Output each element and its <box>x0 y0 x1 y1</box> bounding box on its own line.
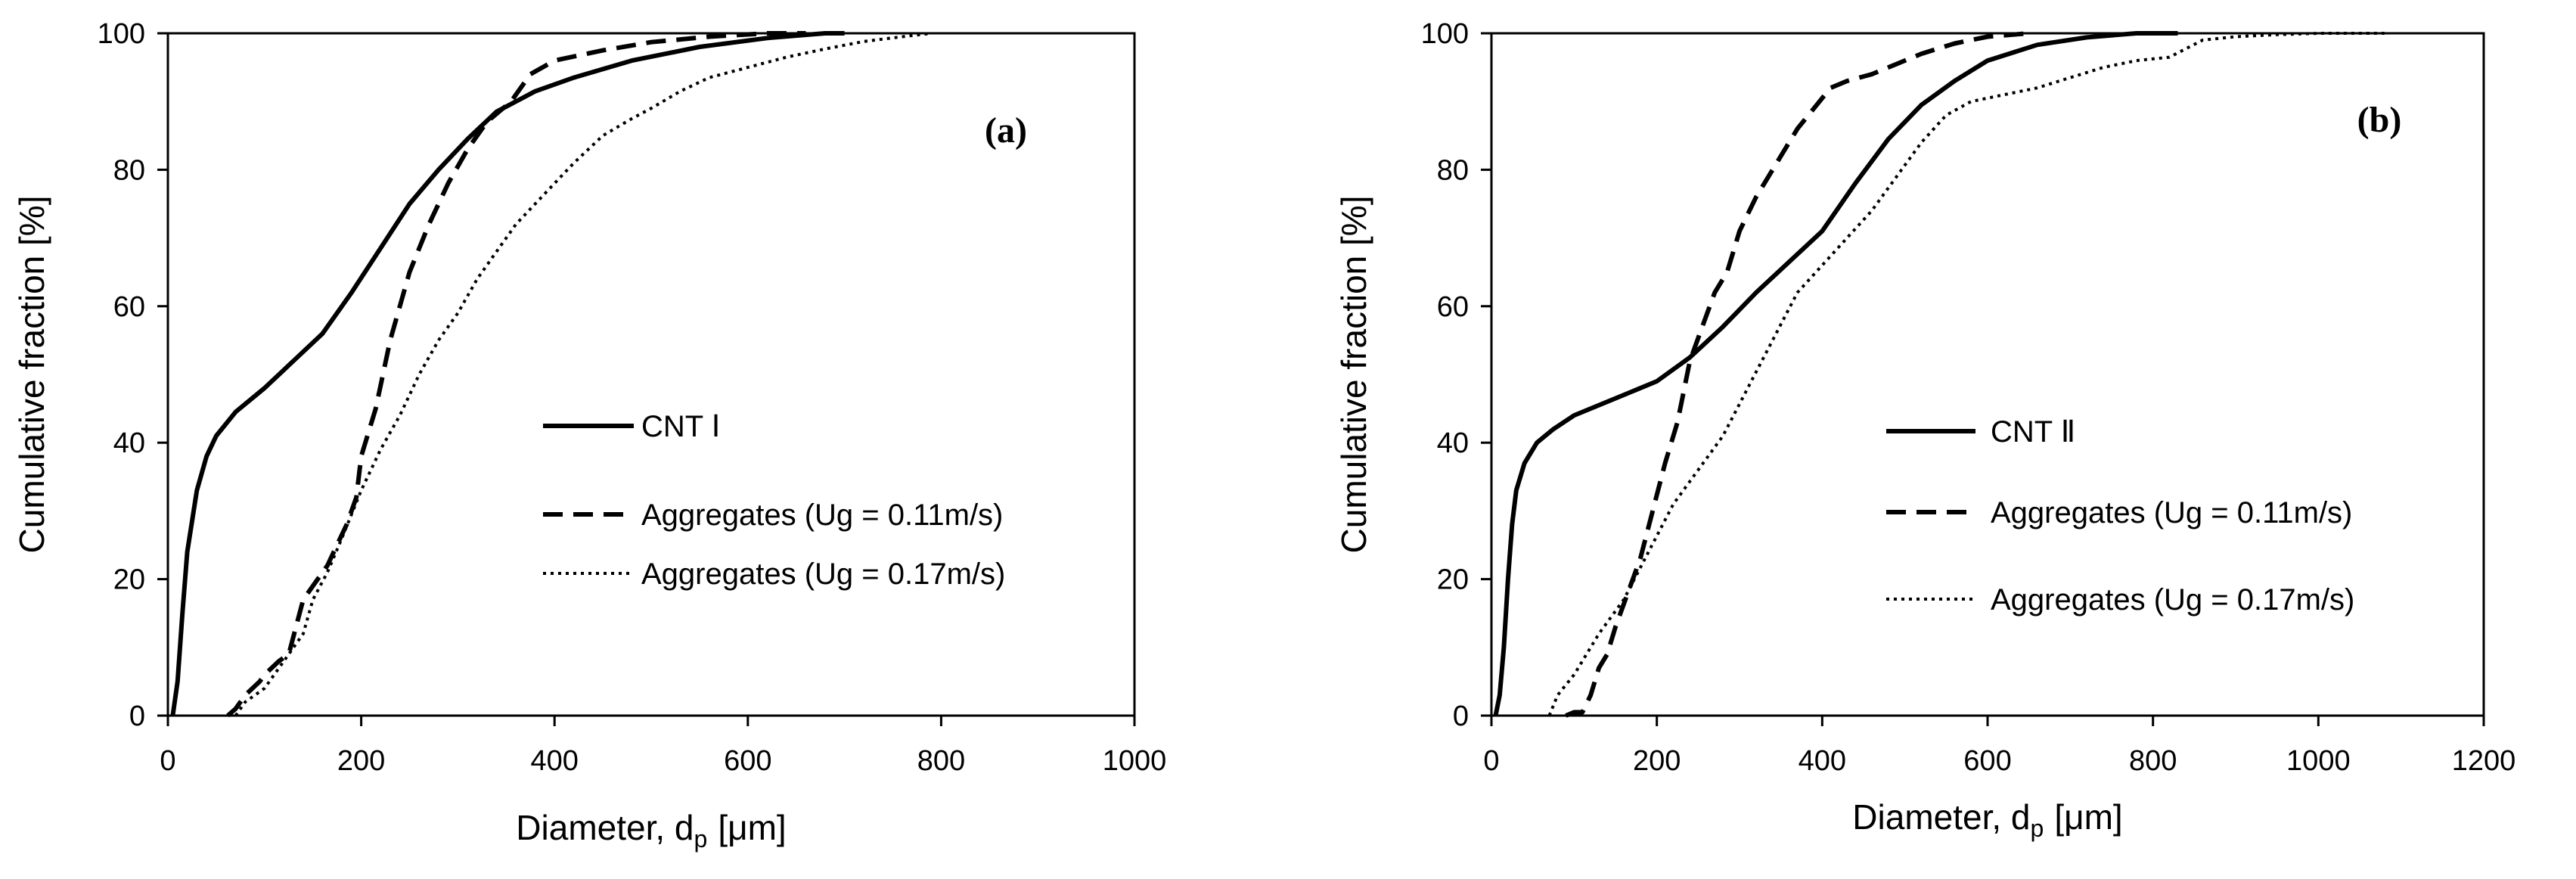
legend-label: CNT Ⅰ <box>641 410 720 443</box>
legend: CNT Ⅱ Aggregates (Ug = 0.11m/s) Aggregates… <box>1886 415 2354 617</box>
series-line-dashed <box>226 31 806 718</box>
series-line-solid <box>170 31 845 716</box>
y-axis-title: Cumulative fraction [%] <box>12 196 51 554</box>
series-line-solid <box>1493 31 2178 716</box>
y-tick-label: 80 <box>1437 154 1469 186</box>
y-axis-title: Cumulative fraction [%] <box>1334 196 1373 554</box>
x-tick-label: 800 <box>917 745 965 777</box>
y-tick-label: 40 <box>113 427 145 459</box>
series-line-dotted <box>1547 32 2385 716</box>
legend-label: CNT Ⅱ <box>1991 415 2075 449</box>
legend: CNT Ⅰ Aggregates (Ug = 0.11m/s) Aggregates… <box>543 410 1005 591</box>
x-tick-label: 1000 <box>1103 745 1167 777</box>
panel-label: (b) <box>2357 100 2402 140</box>
x-axis-title-subscript: p <box>694 825 708 853</box>
x-tick-label: 200 <box>1633 745 1681 777</box>
x-tick-label: 1200 <box>2452 745 2516 777</box>
y-tick-label: 100 <box>1421 18 1469 50</box>
y-tick-label: 0 <box>129 700 145 732</box>
panel-label: (a) <box>985 110 1027 151</box>
y-tick-label: 60 <box>113 291 145 323</box>
x-tick-label: 600 <box>1963 745 2011 777</box>
x-axis-title: Diameter, dp [μm] <box>516 808 786 853</box>
y-tick-label: 20 <box>113 564 145 596</box>
x-tick-label: 400 <box>530 745 578 777</box>
y-tick-label: 20 <box>1437 564 1469 596</box>
x-tick-label: 800 <box>2129 745 2177 777</box>
x-axis-title-main: Diameter, d <box>516 808 694 847</box>
y-tick-label: 80 <box>113 154 145 186</box>
y-tick-label: 0 <box>1453 700 1469 732</box>
x-tick-label: 0 <box>160 745 175 777</box>
chart-panel-b: 0 200 400 600 800 1000 1200 0 20 40 60 80 100 Cumulat… <box>1334 18 2515 842</box>
plot-frame <box>166 32 1136 717</box>
y-tick-label: 60 <box>1437 291 1469 323</box>
x-tick-label: 400 <box>1799 745 1846 777</box>
x-tick-label: 0 <box>1483 745 1499 777</box>
series-line-dotted <box>234 32 932 717</box>
legend-label: Aggregates (Ug = 0.17m/s) <box>641 558 1005 591</box>
x-tick-label: 200 <box>337 745 385 777</box>
x-axis-title: Diameter, dp [μm] <box>1852 797 2122 842</box>
legend-label: Aggregates (Ug = 0.17m/s) <box>1991 583 2354 617</box>
x-tick-label: 1000 <box>2286 745 2351 777</box>
chart-panel-a: 0 200 400 600 800 1000 0 20 40 60 80 100 Cumulative … <box>12 18 1166 853</box>
x-axis-title-unit: [μm] <box>2054 797 2122 837</box>
x-axis-title-unit: [μm] <box>718 808 786 847</box>
y-tick-label: 100 <box>98 18 145 50</box>
x-tick-label: 600 <box>724 745 771 777</box>
y-tick-label: 40 <box>1437 427 1469 459</box>
legend-label: Aggregates (Ug = 0.11m/s) <box>641 499 1003 532</box>
legend-label: Aggregates (Ug = 0.11m/s) <box>1991 496 2352 530</box>
x-axis-title-subscript: p <box>2031 815 2044 842</box>
series-line-dashed <box>1565 31 2029 718</box>
x-axis-title-main: Diameter, d <box>1852 797 2030 837</box>
